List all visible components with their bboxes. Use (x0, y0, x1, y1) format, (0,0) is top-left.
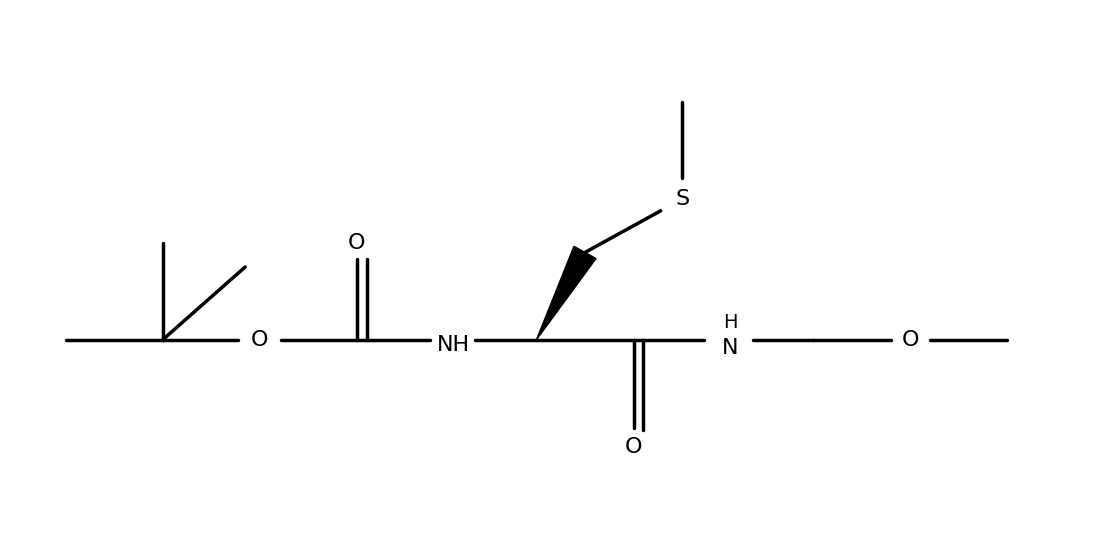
Polygon shape (537, 246, 596, 340)
Text: N: N (723, 337, 738, 358)
Text: O: O (625, 437, 642, 457)
Text: NH: NH (437, 335, 471, 355)
Text: O: O (348, 233, 366, 253)
Text: O: O (901, 330, 919, 350)
Text: H: H (723, 313, 738, 332)
Text: S: S (676, 189, 689, 209)
Text: O: O (251, 330, 269, 350)
